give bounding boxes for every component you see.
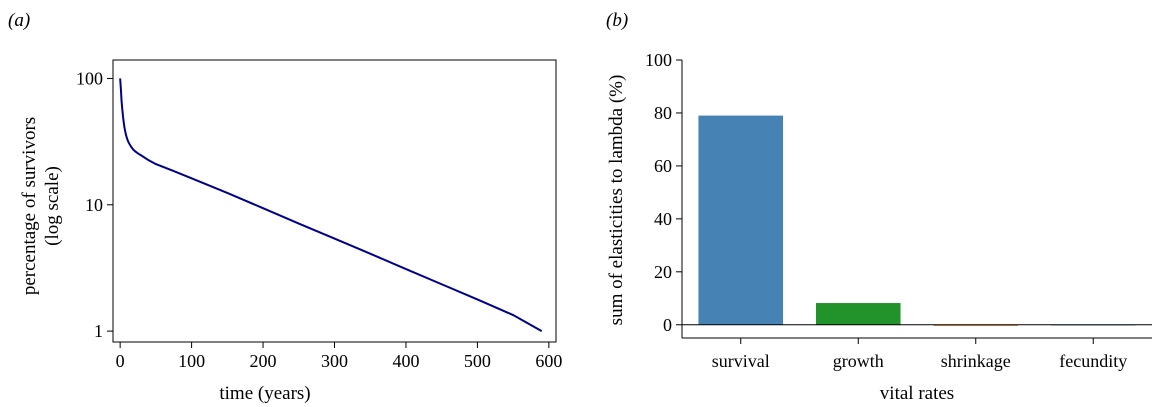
y-axis-label-a: percentage of survivors <box>19 117 40 295</box>
bar-growth <box>815 303 901 325</box>
bars <box>698 115 1136 326</box>
x-tick-label-fecundity: fecundity <box>1059 351 1127 371</box>
x-axis-a: 0 100 200 300 400 500 600 <box>116 342 562 371</box>
y-tick-label-b: 0 <box>663 315 672 335</box>
x-axis-label-b: vital rates <box>880 383 954 404</box>
y-tick-label-a: 10 <box>85 195 103 215</box>
bar-survival <box>698 115 784 325</box>
x-tick-label-a: 200 <box>250 351 277 371</box>
x-tick-label-a: 0 <box>116 351 125 371</box>
axes-b <box>681 60 1152 339</box>
y-axis-label-a-line2: (log scale) <box>42 166 63 246</box>
bar-shrinkage <box>933 324 1019 326</box>
y-tick-label-b: 100 <box>645 50 672 70</box>
elasticity-chart: survival growth shrinkage fecundity 0 20 40 60… <box>606 50 1152 404</box>
survivorship-line <box>119 78 543 332</box>
y-axis-label-b: sum of elasticities to lambda (%) <box>606 75 627 326</box>
x-tick-label-a: 600 <box>535 351 562 371</box>
x-tick-label-a: 500 <box>464 351 491 371</box>
x-tick-label-growth: growth <box>833 351 884 371</box>
x-tick-label-a: 300 <box>321 351 348 371</box>
x-axis-label-a: time (years) <box>219 383 310 404</box>
x-tick-label-a: 100 <box>178 351 205 371</box>
x-tick-label-a: 400 <box>392 351 419 371</box>
x-tick-label-shrinkage: shrinkage <box>941 351 1011 371</box>
y-axis-b: 0 20 40 60 80 100 <box>645 50 682 335</box>
y-axis-a: 1 10 100 <box>76 68 113 341</box>
panel-b-label: (b) <box>606 10 628 31</box>
panel-a-label: (a) <box>8 10 30 31</box>
y-tick-label-b: 20 <box>654 262 672 282</box>
y-tick-label-b: 80 <box>654 103 672 123</box>
x-axis-b: survival growth shrinkage fecundity <box>712 338 1127 371</box>
plot-frame-a <box>112 59 557 343</box>
y-tick-label-b: 60 <box>654 156 672 176</box>
y-tick-label-a: 100 <box>76 68 103 88</box>
y-tick-label-a: 1 <box>94 321 103 341</box>
x-tick-label-survival: survival <box>712 351 770 371</box>
y-tick-label-b: 40 <box>654 209 672 229</box>
